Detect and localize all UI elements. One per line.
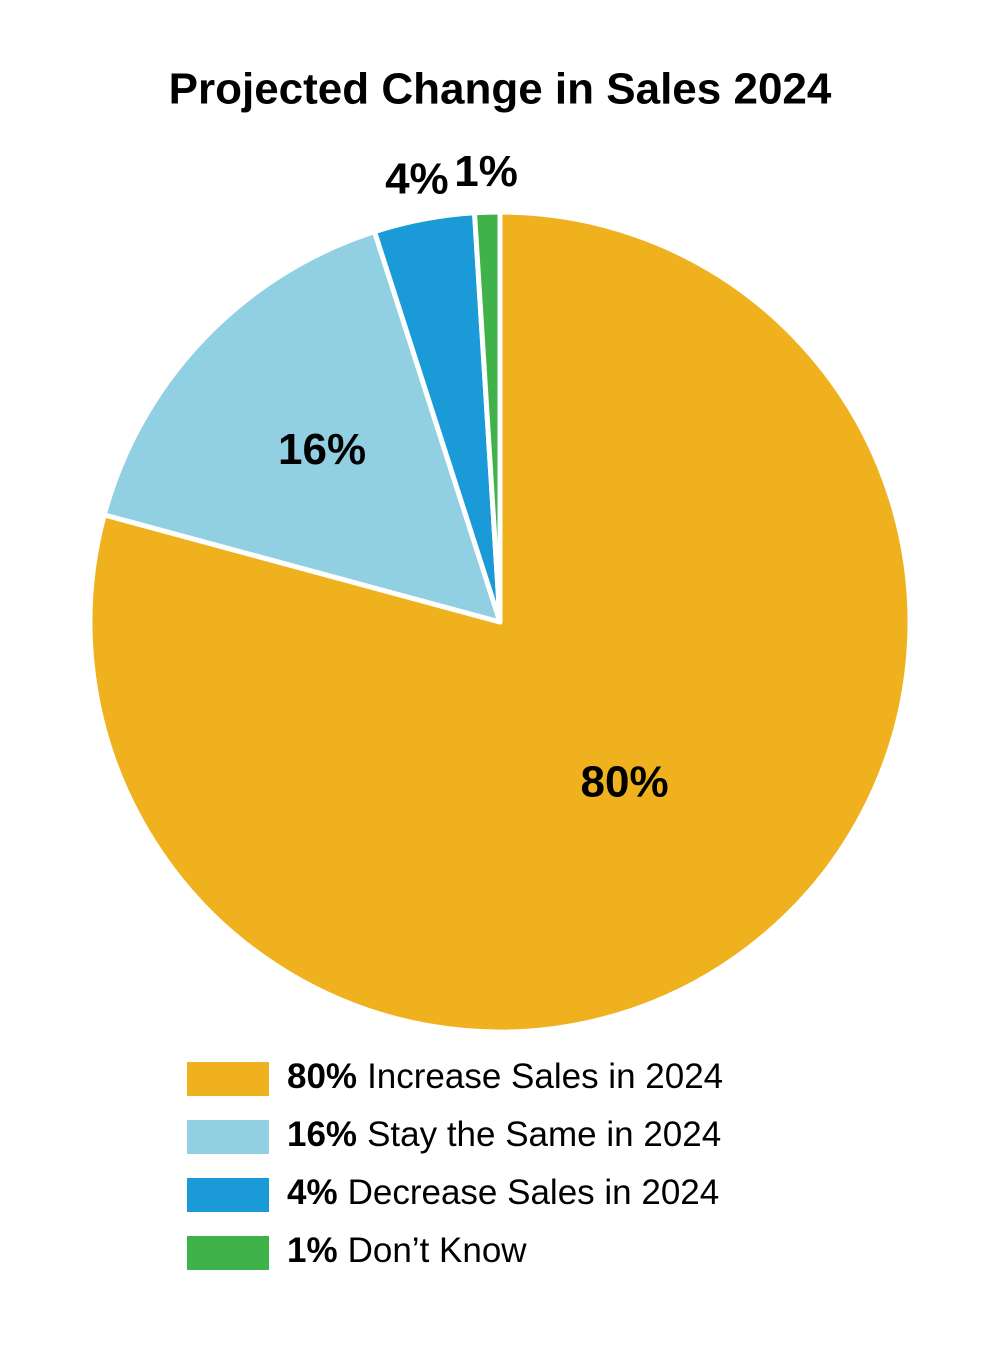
- pie-slice: [472, 209, 503, 625]
- legend-value: 16%: [287, 1115, 357, 1154]
- legend-label: Decrease Sales in 2024: [348, 1173, 720, 1212]
- legend-label: Increase Sales in 2024: [367, 1057, 723, 1096]
- legend-entry: 1% Don’t Know: [287, 1231, 527, 1270]
- legend-swatch: [187, 1062, 269, 1096]
- legend-value: 1%: [287, 1231, 338, 1270]
- legend-entry: 80% Increase Sales in 2024: [287, 1057, 723, 1096]
- chart-title: Projected Change in Sales 2024: [169, 65, 832, 114]
- legend-label: Don’t Know: [348, 1231, 528, 1270]
- slice-label: 80%: [581, 757, 669, 806]
- legend-swatch: [187, 1178, 269, 1212]
- legend-entry: 4% Decrease Sales in 2024: [287, 1173, 719, 1212]
- legend-swatch: [187, 1236, 269, 1270]
- legend-value: 4%: [287, 1173, 338, 1212]
- slice-label: 16%: [278, 425, 366, 474]
- legend-entry: 16% Stay the Same in 2024: [287, 1115, 721, 1154]
- legend-label: Stay the Same in 2024: [367, 1115, 721, 1154]
- legend-value: 80%: [287, 1057, 357, 1096]
- pie-slice: [101, 229, 503, 625]
- slice-label: 1%: [454, 147, 518, 196]
- slice-label: 4%: [385, 154, 449, 203]
- legend-swatch: [187, 1120, 269, 1154]
